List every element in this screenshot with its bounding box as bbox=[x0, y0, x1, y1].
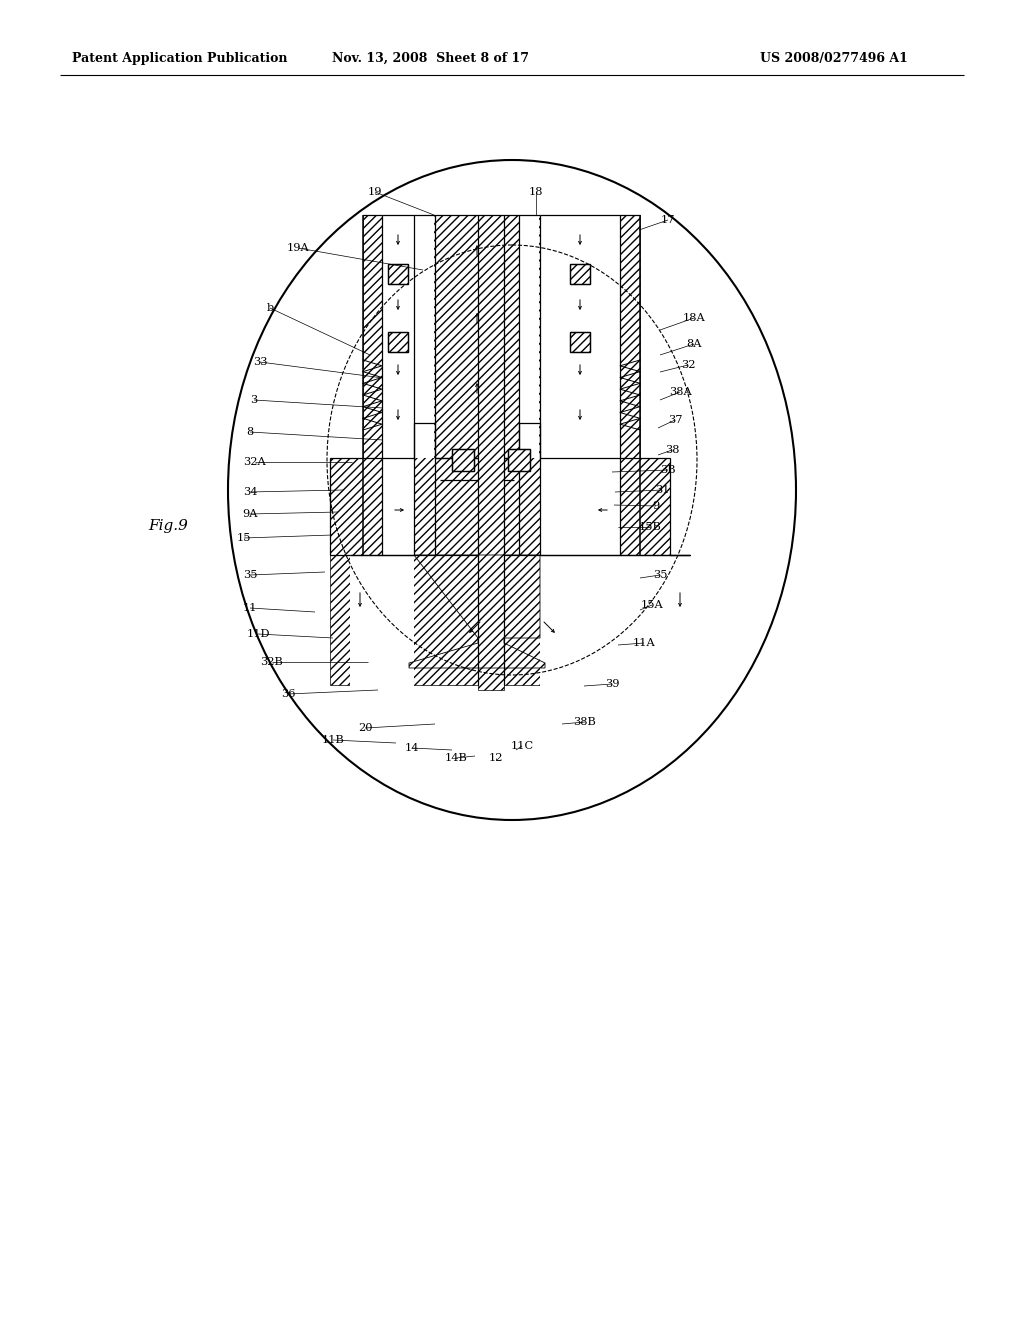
Text: 11D: 11D bbox=[246, 630, 269, 639]
Text: 9A: 9A bbox=[243, 510, 258, 519]
Text: 32: 32 bbox=[681, 360, 695, 370]
Polygon shape bbox=[504, 422, 670, 554]
Polygon shape bbox=[540, 554, 690, 690]
Text: 11B: 11B bbox=[322, 735, 344, 744]
Text: 34: 34 bbox=[243, 487, 257, 498]
Polygon shape bbox=[382, 458, 414, 554]
Text: 3B: 3B bbox=[660, 465, 676, 475]
Text: 15A: 15A bbox=[641, 601, 664, 610]
Text: 20: 20 bbox=[357, 723, 373, 733]
Text: 17: 17 bbox=[660, 215, 675, 224]
Text: b: b bbox=[266, 304, 273, 313]
Text: 11: 11 bbox=[243, 603, 257, 612]
Polygon shape bbox=[508, 449, 530, 471]
Text: 32B: 32B bbox=[260, 657, 284, 667]
Text: 36: 36 bbox=[281, 689, 295, 700]
Polygon shape bbox=[620, 215, 640, 458]
Text: 3: 3 bbox=[251, 395, 258, 405]
Polygon shape bbox=[540, 458, 620, 554]
Polygon shape bbox=[330, 554, 478, 685]
Text: 18: 18 bbox=[528, 187, 544, 197]
Text: 35: 35 bbox=[243, 570, 257, 579]
Text: Nov. 13, 2008  Sheet 8 of 17: Nov. 13, 2008 Sheet 8 of 17 bbox=[332, 51, 528, 65]
Polygon shape bbox=[388, 264, 408, 284]
Polygon shape bbox=[435, 215, 519, 458]
Text: Patent Application Publication: Patent Application Publication bbox=[72, 51, 288, 65]
Polygon shape bbox=[570, 333, 590, 352]
Text: 8: 8 bbox=[247, 426, 254, 437]
Polygon shape bbox=[382, 215, 414, 458]
Text: 11C: 11C bbox=[510, 741, 534, 751]
Text: 38: 38 bbox=[665, 445, 679, 455]
Polygon shape bbox=[520, 215, 539, 458]
Text: 15B: 15B bbox=[639, 521, 662, 532]
Text: 35: 35 bbox=[652, 570, 668, 579]
Text: 12: 12 bbox=[488, 752, 503, 763]
Polygon shape bbox=[350, 554, 414, 690]
Polygon shape bbox=[330, 422, 478, 554]
Text: 8A: 8A bbox=[686, 339, 701, 348]
Text: 19: 19 bbox=[368, 187, 382, 197]
Text: 37: 37 bbox=[668, 414, 682, 425]
Polygon shape bbox=[388, 333, 408, 352]
Text: 19A: 19A bbox=[287, 243, 309, 253]
Text: 32A: 32A bbox=[244, 457, 266, 467]
Text: 18A: 18A bbox=[683, 313, 706, 323]
Text: Fig.9: Fig.9 bbox=[148, 519, 187, 533]
Text: 31: 31 bbox=[654, 484, 670, 495]
Polygon shape bbox=[362, 215, 382, 458]
Polygon shape bbox=[414, 215, 435, 458]
Polygon shape bbox=[570, 264, 590, 284]
Polygon shape bbox=[452, 449, 474, 471]
Text: 15: 15 bbox=[237, 533, 251, 543]
Polygon shape bbox=[504, 554, 690, 685]
Text: 9: 9 bbox=[652, 502, 659, 511]
Polygon shape bbox=[540, 215, 620, 458]
Polygon shape bbox=[519, 215, 540, 458]
Text: 39: 39 bbox=[605, 678, 620, 689]
Polygon shape bbox=[478, 215, 504, 690]
Polygon shape bbox=[409, 554, 545, 668]
Text: US 2008/0277496 A1: US 2008/0277496 A1 bbox=[760, 51, 908, 65]
Ellipse shape bbox=[228, 160, 796, 820]
Text: 38B: 38B bbox=[573, 717, 596, 727]
Text: 33: 33 bbox=[253, 356, 267, 367]
Text: 11A: 11A bbox=[633, 638, 655, 648]
Polygon shape bbox=[415, 215, 434, 458]
Text: 38A: 38A bbox=[669, 387, 691, 397]
Text: 14: 14 bbox=[404, 743, 419, 752]
Text: 14B: 14B bbox=[444, 752, 467, 763]
